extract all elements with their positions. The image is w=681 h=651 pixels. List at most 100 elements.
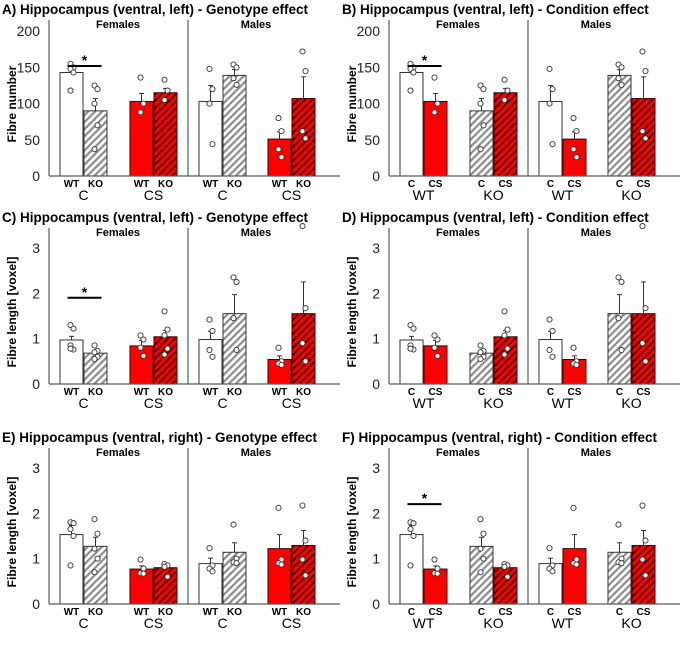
significance-marker: * [82,284,88,300]
section-label-females: Females [436,227,480,239]
x-group-label: CS [144,187,163,203]
x-sub-label: CS [568,387,582,398]
x-sub-label: KO [158,607,173,618]
data-point [299,502,306,509]
chart-title: B) Hippocampus (ventral, left) - Conditi… [342,2,649,17]
x-sub-label: CS [429,387,443,398]
data-point [549,568,556,575]
x-sub-label: KO [296,387,311,398]
data-point [91,349,98,356]
data-point [91,355,98,363]
x-sub-label: CS [568,179,582,190]
bar [267,548,292,605]
data-point [573,154,580,161]
data-point [209,327,216,334]
data-point [546,545,553,552]
y-tick-label: 2 [372,505,380,521]
data-point [477,516,484,523]
x-group-label: C [78,395,88,411]
data-point [618,81,625,88]
data-point [91,569,98,576]
bar [291,313,316,385]
x-sub-label: KO [227,607,242,618]
section-label-males: Males [581,227,612,239]
data-point [642,358,649,365]
x-sub-label: WT [203,179,219,190]
data-point [299,223,306,230]
x-sub-label: KO [227,179,242,190]
x-sub-label: CS [637,387,651,398]
x-sub-label: C [547,179,554,190]
data-point [91,545,98,552]
data-point [570,344,577,351]
data-point [91,146,98,153]
bar [153,92,178,177]
data-point [164,345,171,352]
data-point [642,135,649,142]
y-tick-label: 3 [32,460,40,476]
panel-c: C) Hippocampus (ventral, left) - Genotyp… [2,210,340,411]
data-point [642,572,649,579]
data-point [477,100,484,107]
data-point [480,122,487,129]
data-point [504,573,511,580]
data-point [546,65,553,72]
y-tick-label: 50 [364,132,380,148]
y-axis-label: Fibre length [voxel] [345,477,359,588]
data-point [434,570,441,577]
data-point [431,74,438,81]
data-point [615,315,622,322]
bar [399,534,424,605]
data-point [70,532,77,539]
y-tick-label: 0 [372,376,380,392]
data-point [573,128,580,135]
x-sub-label: KO [158,179,173,190]
data-point [161,563,168,570]
data-point [642,537,649,544]
x-group-label: WT [413,615,435,631]
data-point [639,128,646,135]
x-group-label: WT [552,395,574,411]
data-point [501,76,508,83]
data-point [67,526,74,533]
x-sub-label: WT [203,387,219,398]
y-tick-label: 3 [372,460,380,476]
data-point [615,75,622,82]
data-point [573,361,580,368]
bar [538,100,563,177]
data-point [431,344,438,351]
y-tick-label: 100 [357,96,381,112]
x-group-label: CS [144,395,163,411]
section-label-females: Females [436,447,480,459]
data-point [410,520,417,527]
y-tick-label: 150 [357,59,381,75]
data-point [642,305,649,312]
bar [562,548,587,605]
data-point [161,76,168,83]
data-point [431,332,438,339]
data-point [299,128,306,135]
x-sub-label: WT [64,387,80,398]
x-sub-label: C [616,179,623,190]
data-point [299,340,306,347]
x-sub-label: WT [272,179,288,190]
data-point [407,345,414,352]
data-point [94,555,101,562]
x-sub-label: WT [134,607,150,618]
chart-title: A) Hippocampus (ventral, left) - Genotyp… [2,2,309,17]
data-point [410,325,417,332]
x-sub-label: WT [203,607,219,618]
data-point [302,135,309,142]
data-point [410,69,417,76]
y-tick-label: 1 [32,551,40,567]
x-sub-label: CS [429,607,443,618]
data-point [302,358,309,365]
data-point [278,128,285,135]
bar [469,110,494,177]
x-sub-label: WT [134,179,150,190]
section-label-females: Females [96,447,140,459]
section-label-males: Males [241,447,272,459]
data-point [615,274,622,281]
data-point [618,346,625,354]
data-point [549,141,556,148]
